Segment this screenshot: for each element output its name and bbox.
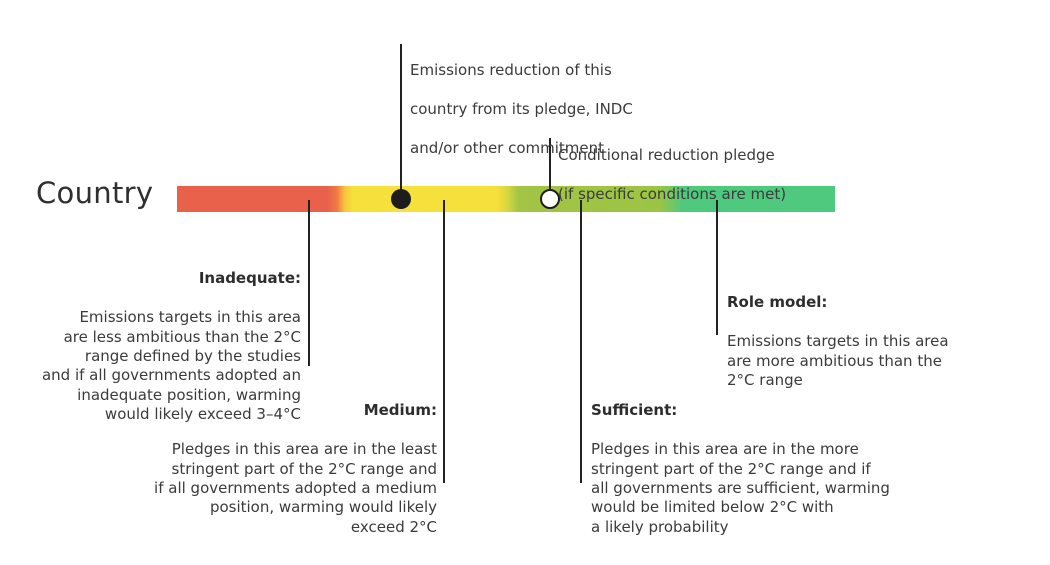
- conditional-leader-line: [549, 138, 551, 190]
- sufficient-leader-line: [580, 200, 582, 483]
- medium-description: Medium: Pledges in this area are in the …: [137, 382, 437, 557]
- role-model-title: Role model:: [727, 293, 828, 312]
- sufficient-title: Sufficient:: [591, 401, 678, 420]
- pledge-leader-line: [400, 44, 402, 192]
- sufficient-body: Pledges in this area are in the more str…: [591, 440, 890, 536]
- role-model-description: Role model: Emissions targets in this ar…: [727, 274, 1027, 410]
- role-model-body: Emissions targets in this area are more …: [727, 332, 949, 390]
- country-label: Country: [36, 176, 154, 210]
- medium-title: Medium:: [363, 401, 437, 420]
- pledge-caption-line-3: and/or other commitment: [410, 139, 605, 158]
- role-model-leader-line: [716, 200, 718, 335]
- conditional-caption-line-2: (if specific conditions are met): [558, 185, 787, 204]
- pledge-caption: Emissions reduction of this country from…: [410, 42, 633, 178]
- conditional-caption: Conditional reduction pledge (if specifi…: [558, 127, 786, 224]
- inadequate-leader-line: [308, 200, 310, 366]
- sufficient-description: Sufficient: Pledges in this area are in …: [591, 382, 921, 557]
- inadequate-title: Inadequate:: [198, 269, 301, 288]
- medium-body: Pledges in this area are in the least st…: [154, 440, 437, 536]
- medium-leader-line: [443, 200, 445, 483]
- pledge-marker: [391, 189, 411, 209]
- pledge-caption-line-1: Emissions reduction of this: [410, 61, 612, 80]
- conditional-caption-line-1: Conditional reduction pledge: [558, 146, 775, 165]
- inadequate-description: Inadequate: Emissions targets in this ar…: [1, 250, 301, 444]
- pledge-caption-line-2: country from its pledge, INDC: [410, 100, 633, 119]
- inadequate-body: Emissions targets in this area are less …: [41, 308, 301, 424]
- conditional-pledge-marker: [540, 189, 560, 209]
- rating-scale-bar: [177, 186, 835, 212]
